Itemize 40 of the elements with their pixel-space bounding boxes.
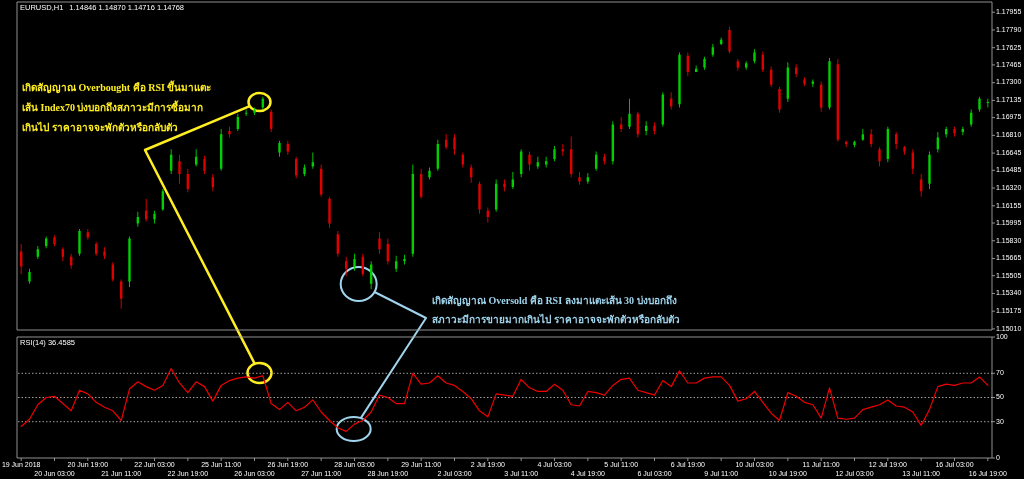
candlestick	[328, 196, 331, 228]
candlestick	[78, 228, 81, 256]
candlestick	[53, 235, 56, 247]
candlestick	[828, 57, 831, 110]
candlestick	[986, 98, 990, 108]
line-series	[20, 367, 989, 432]
annotation: เกิดสัญญาณ Overbought คือ RSI ขึ้นมาแตะ เส้น Index70 บ่งบอกถึงสภาวะมีการซื้อมาก เกินไป ราคาอาจจะพักตัวหรือกลับตัว	[22, 80, 212, 134]
candlestick	[803, 77, 806, 86]
candlestick	[353, 253, 356, 271]
candlestick	[528, 151, 531, 171]
candlestick	[478, 181, 481, 214]
candlestick	[178, 154, 181, 184]
candlestick	[453, 134, 456, 155]
candlestick	[103, 247, 106, 260]
candlestick	[728, 26, 731, 54]
candlestick	[253, 107, 256, 115]
candlestick	[653, 122, 656, 135]
candlestick	[978, 96, 981, 112]
candlestick	[703, 56, 706, 70]
candlestick	[878, 147, 881, 167]
candlestick	[153, 210, 156, 224]
annotation: เกิดสัญญาณ Oversold คือ RSI ลงมาแตะเส้น 30 บ่งบอกถึง สภาวะมีการขายมากเกินไป ราคาอาจจะพักตัวหรือกลับตัว	[432, 295, 680, 326]
candlestick	[778, 86, 781, 113]
candlestick	[928, 151, 931, 190]
candlestick	[553, 146, 556, 162]
candlestick	[603, 153, 606, 165]
candlestick	[753, 49, 756, 64]
candlestick	[303, 164, 306, 177]
candlestick	[903, 146, 906, 155]
candlestick	[28, 268, 31, 284]
candlestick	[628, 98, 631, 129]
candlestick	[228, 126, 231, 138]
candlestick	[203, 155, 206, 175]
candlestick	[278, 140, 281, 157]
candlestick	[378, 232, 381, 254]
candlestick	[678, 52, 681, 108]
candlestick	[578, 171, 581, 185]
candlestick	[128, 236, 131, 287]
candlestick	[503, 179, 506, 192]
candlestick	[403, 254, 406, 265]
